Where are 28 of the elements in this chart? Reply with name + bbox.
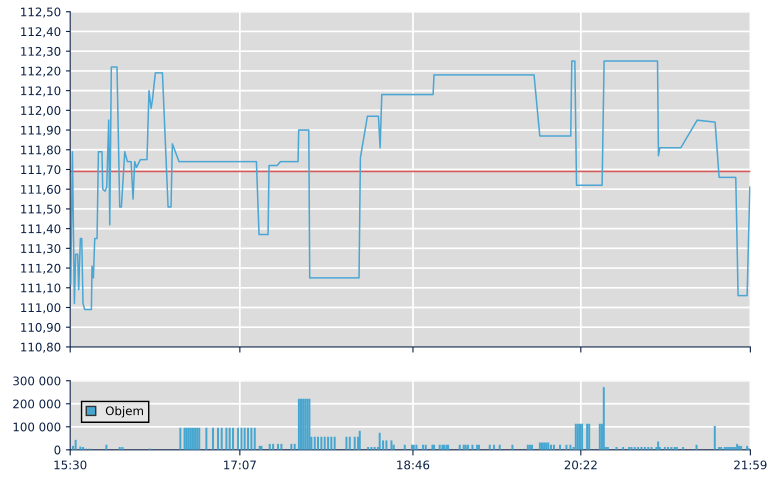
y-tick-label: 110,80 <box>21 342 60 353</box>
y-tick-label: 111,90 <box>21 126 60 136</box>
y-tick-label: 0 <box>54 446 60 454</box>
y-tick-label: 111,40 <box>21 224 60 234</box>
y-tick-label: 112,10 <box>21 86 60 96</box>
x-tick-label: 15:30 <box>54 460 86 470</box>
y-tick-label: 200 000 <box>13 399 60 408</box>
x-tick-label: 21:59 <box>734 460 767 470</box>
y-tick-label: 111,60 <box>21 184 60 196</box>
y-tick-label: 111,70 <box>21 165 60 176</box>
y-tick-label: 112,50 <box>21 7 60 18</box>
y-tick-label: 111,30 <box>21 244 60 254</box>
y-tick-label: 111,00 <box>21 303 60 314</box>
y-tick-label: 111,10 <box>21 283 60 294</box>
y-tick-label: 111,50 <box>21 204 60 215</box>
y-tick-label: 112,30 <box>21 46 60 58</box>
x-tick-label: 20:22 <box>564 460 597 470</box>
y-tick-label: 100 000 <box>14 422 60 432</box>
x-tick-label: 17:07 <box>224 460 256 470</box>
y-tick-label: 300 000 <box>13 376 60 386</box>
legend-label: Objem <box>106 406 143 418</box>
y-tick-label: 112,40 <box>21 27 60 38</box>
y-tick-label: 111,80 <box>21 145 60 156</box>
y-tick-label: 110,90 <box>21 322 60 334</box>
y-tick-label: 111,20 <box>21 264 60 274</box>
y-tick-label: 112,20 <box>21 66 60 77</box>
x-tick-label: 18:46 <box>397 460 430 470</box>
y-tick-label: 112,00 <box>21 106 60 116</box>
